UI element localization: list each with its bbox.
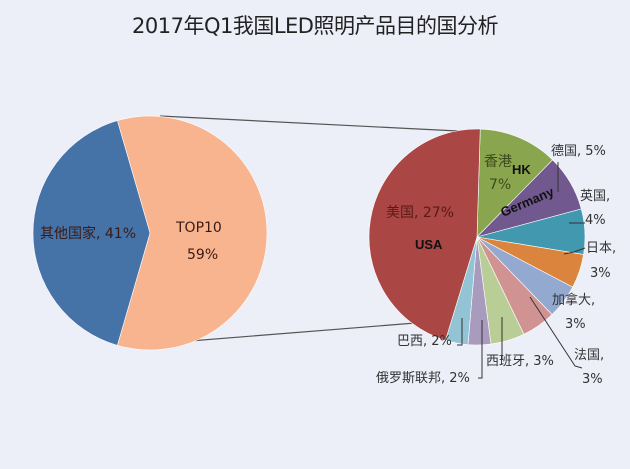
label-canada-name: 加拿大,: [552, 292, 595, 308]
chart-title: 2017年Q1我国LED照明产品目的国分析: [132, 14, 498, 38]
slice-top10: [116, 115, 268, 351]
label-uk-pct: 4%: [585, 213, 606, 228]
label-hk-pct: 7%: [489, 177, 511, 193]
slice-others: [32, 120, 151, 346]
label-usa-en: USA: [415, 237, 443, 252]
slice-usa: [368, 128, 481, 341]
label-others: 其他国家, 41%: [40, 225, 136, 242]
label-canada-pct: 3%: [565, 317, 586, 332]
connector-top: [159, 115, 479, 133]
label-france-pct: 3%: [582, 372, 603, 387]
label-spain: 西班牙, 3%: [486, 354, 554, 369]
label-japan-pct: 3%: [590, 266, 611, 281]
slice-hk: [476, 128, 554, 238]
leader-lines: [457, 162, 586, 379]
top10-pie: [368, 128, 586, 346]
label-hk-en: HK: [512, 162, 531, 177]
label-brazil: 巴西, 2%: [397, 334, 452, 349]
label-top10-name: TOP10: [175, 220, 222, 236]
label-hk-name: 香港: [484, 154, 512, 170]
overall-pie: [32, 115, 268, 351]
label-top10-pct: 59%: [187, 247, 218, 263]
label-france-name: 法国,: [574, 348, 604, 363]
label-japan-name: 日本,: [586, 241, 616, 256]
label-uk-name: 英国,: [580, 189, 610, 204]
label-russia: 俄罗斯联邦, 2%: [376, 371, 470, 386]
label-germany: 德国, 5%: [551, 144, 606, 159]
label-usa: 美国, 27%: [386, 205, 454, 221]
